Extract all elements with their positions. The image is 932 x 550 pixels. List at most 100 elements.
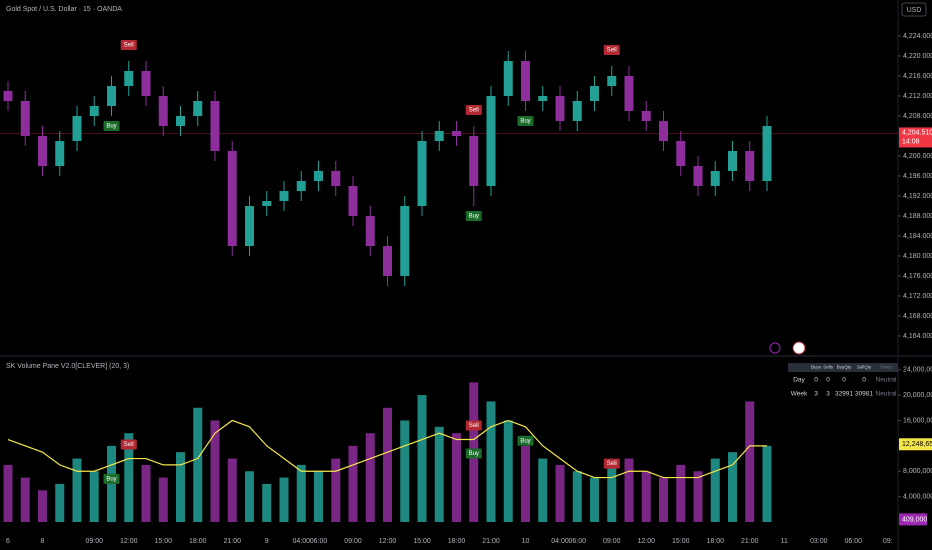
table-header-bg — [788, 363, 898, 372]
signal-box — [465, 105, 482, 115]
x-tick-label: 11 — [781, 538, 788, 545]
signal-label: Buy — [106, 124, 116, 130]
signal-box — [603, 458, 620, 469]
x-tick-label: 06:00 — [310, 538, 328, 545]
low-value-label: 409,000 — [902, 516, 927, 523]
y-tick-label: 4,000,000 — [903, 493, 932, 500]
volume-bar — [538, 458, 548, 523]
table-cell: SellQty — [857, 365, 872, 370]
volume-bar — [607, 464, 617, 523]
table-cell: Buys — [811, 365, 822, 370]
symbol-title: Gold Spot / U.S. Dollar · 15 · OANDA — [6, 6, 122, 13]
signal-box — [103, 121, 120, 131]
signal-label: Buy — [520, 438, 530, 444]
candle-body — [745, 151, 755, 181]
signal-box — [120, 40, 137, 50]
x-tick-label: 6 — [6, 538, 10, 545]
x-tick-label: 12:00 — [120, 538, 138, 545]
candle-body — [3, 91, 13, 101]
volume-bar — [227, 458, 237, 523]
x-tick-label: 03:00 — [810, 538, 828, 545]
candle-body — [124, 71, 134, 86]
volume-bar — [486, 401, 496, 523]
candle-body — [141, 71, 151, 96]
flag-icon[interactable] — [792, 341, 806, 355]
x-tick-label: 06:00 — [568, 538, 586, 545]
volume-bar — [296, 464, 306, 523]
y-tick-label: 4,192.000 — [903, 193, 932, 200]
volume-bar — [452, 433, 461, 523]
candle-body — [503, 61, 513, 96]
table-cell: 0 — [826, 377, 830, 384]
candle-body — [296, 181, 306, 191]
x-tick-label: 09:00 — [344, 538, 362, 545]
volume-bar — [210, 420, 220, 523]
x-tick-label: 12:00 — [379, 538, 397, 545]
x-tick-label: 18:00 — [189, 538, 207, 545]
x-tick-label: 04:00 — [551, 538, 569, 545]
candle-body — [20, 101, 30, 136]
candle-body — [279, 191, 289, 201]
volume-bar — [20, 477, 30, 523]
candle-body — [693, 166, 703, 186]
table-cell: Trend — [880, 365, 892, 370]
signal-label: Buy — [469, 214, 479, 220]
volume-bar — [55, 483, 65, 523]
x-tick-label: 9 — [265, 538, 269, 545]
volume-bar — [693, 471, 703, 523]
y-tick-label: 4,172.000 — [903, 293, 932, 300]
y-tick-label: 20,000,000 — [903, 392, 932, 399]
signal-label: Buy — [106, 476, 116, 482]
volume-bar — [107, 445, 116, 523]
candle-body — [89, 106, 99, 116]
x-tick-label: 18:00 — [448, 538, 466, 545]
candle-body — [728, 151, 737, 171]
candle-body — [176, 116, 185, 126]
currency-button[interactable] — [901, 2, 927, 17]
volume-bar — [676, 464, 686, 523]
x-tick-label: 21:00 — [223, 538, 241, 545]
candle-body — [227, 151, 237, 246]
candle-body — [158, 96, 168, 126]
x-tick-label: 09:00 — [85, 538, 103, 545]
ma-line — [7, 419, 767, 479]
candle-body — [590, 86, 599, 101]
x-tick-label: 06:00 — [844, 538, 862, 545]
table-cell: Neutral — [876, 377, 898, 384]
volume-bar — [245, 471, 254, 523]
candle-body — [245, 206, 254, 246]
volume-bar — [521, 445, 530, 523]
x-tick-label: 21:00 — [482, 538, 500, 545]
table-cell: Day — [793, 377, 805, 384]
volume-bar — [555, 464, 565, 523]
x-tick-label: 04:00 — [292, 538, 310, 545]
x-tick-label: 12:00 — [637, 538, 655, 545]
volume-bar — [348, 445, 358, 523]
candle-body — [659, 121, 668, 141]
y-tick-label: 4,200.000 — [903, 153, 932, 160]
table-cell: 0 — [862, 377, 866, 384]
y-tick-label: 4,212.000 — [903, 93, 932, 100]
candle-body — [72, 116, 82, 141]
volume-bar — [141, 464, 151, 523]
y-tick-label: 4,164.000 — [903, 333, 932, 340]
event-icon[interactable] — [769, 342, 781, 354]
y-tick-label: 4,208.000 — [903, 113, 932, 120]
candle-body — [193, 101, 203, 116]
signal-label: Buy — [520, 119, 530, 125]
table-cell: Neutral — [876, 391, 898, 398]
signal-box — [603, 45, 620, 55]
candle-body — [400, 206, 410, 276]
candle-body — [641, 111, 651, 121]
table-cell: 3 — [826, 391, 830, 398]
candle-body — [210, 101, 220, 151]
x-tick-label: 8 — [41, 538, 45, 545]
price-label: 4,204.510 — [902, 129, 932, 136]
y-tick-label: 4,176.000 — [903, 273, 932, 280]
y-tick-label: 24,000,000 — [903, 367, 932, 374]
price-tag — [899, 127, 932, 148]
currency[interactable]: USD — [907, 7, 922, 14]
y-tick-label: 4,224.000 — [903, 33, 932, 40]
candle-body — [262, 201, 272, 206]
